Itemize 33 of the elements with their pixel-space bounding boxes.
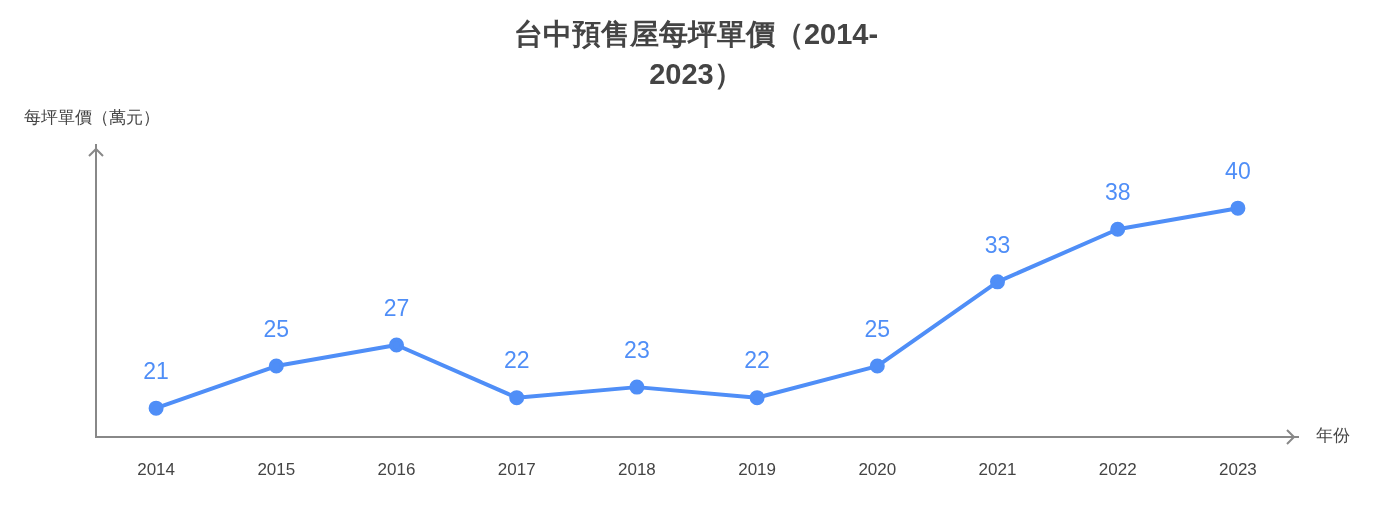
point xyxy=(749,390,765,406)
point xyxy=(990,274,1005,290)
x-tick-label: 2015 xyxy=(257,460,296,480)
x-tick-label: 2020 xyxy=(858,460,897,480)
x-tick-label: 2023 xyxy=(1218,460,1257,480)
x-tick-label: 2016 xyxy=(377,460,416,480)
point xyxy=(869,358,885,374)
data-label: 25 xyxy=(864,315,891,342)
point xyxy=(1110,221,1126,237)
point xyxy=(389,337,404,353)
x-tick-label: 2019 xyxy=(738,460,777,480)
x-tick-label: 2022 xyxy=(1098,460,1137,480)
x-tick-label: 2018 xyxy=(617,460,656,480)
data-label: 21 xyxy=(143,358,169,385)
x-tick-label: 2014 xyxy=(137,460,176,480)
data-label: 22 xyxy=(744,347,770,374)
point xyxy=(148,400,164,416)
point xyxy=(509,390,525,406)
data-label: 40 xyxy=(1225,158,1251,185)
point xyxy=(629,379,645,395)
data-label: 27 xyxy=(383,294,410,321)
data-label: 25 xyxy=(263,315,290,342)
data-label: 22 xyxy=(503,347,530,374)
point xyxy=(1230,200,1246,216)
chart-title: 台中預售屋每坪單價（2014-2023） xyxy=(512,17,880,92)
y-axis-title: 每坪單價（萬元） xyxy=(24,107,160,127)
data-label: 23 xyxy=(624,336,650,363)
data-label: 33 xyxy=(984,231,1011,258)
point xyxy=(268,358,284,374)
x-axis-title: 年份 xyxy=(1316,426,1350,446)
x-tick-label: 2017 xyxy=(497,460,536,480)
data-label: 38 xyxy=(1104,179,1131,206)
x-tick-label: 2021 xyxy=(978,460,1017,480)
